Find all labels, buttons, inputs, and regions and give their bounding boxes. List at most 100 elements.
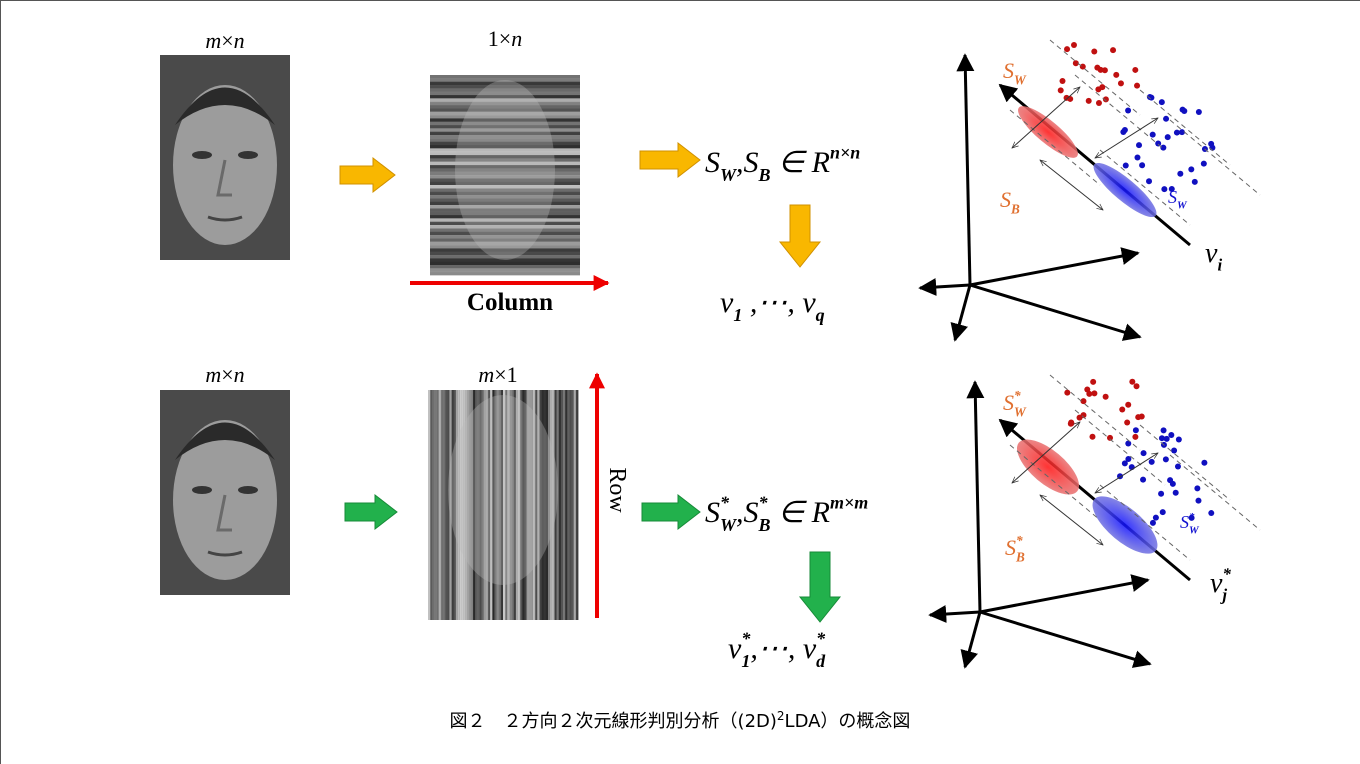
- math-text: S: [1180, 512, 1189, 532]
- red-point: [1068, 420, 1074, 426]
- blue-point: [1163, 456, 1169, 462]
- math-text: ∈ R: [771, 496, 830, 529]
- row-label: Row: [604, 467, 630, 513]
- flow-arrow: [800, 552, 840, 622]
- flow-arrow: [640, 143, 700, 177]
- math-sub: 1: [741, 651, 750, 671]
- blue-point: [1192, 179, 1198, 185]
- blue-point: [1133, 427, 1139, 433]
- blue-point: [1195, 498, 1201, 504]
- blue-point: [1161, 427, 1167, 433]
- plot-axis: [980, 580, 1148, 612]
- math-sub: B: [758, 515, 771, 535]
- stripe-face: [455, 80, 555, 260]
- math-text: ,S: [736, 146, 759, 179]
- math-sup: *: [1222, 564, 1231, 583]
- blue-point: [1188, 166, 1194, 172]
- blue-point: [1161, 186, 1167, 192]
- red-point: [1094, 65, 1100, 71]
- plot-axis: [955, 285, 970, 340]
- math-text: ,⋯, v: [750, 632, 817, 665]
- blue-point: [1125, 456, 1131, 462]
- blue-point: [1140, 477, 1146, 483]
- within-label: SW: [1003, 58, 1027, 88]
- blue-point: [1208, 510, 1214, 516]
- blue-point: [1160, 145, 1166, 151]
- flow-arrow: [345, 495, 397, 529]
- math-sub: W: [1014, 73, 1027, 88]
- math-sup: *: [759, 493, 769, 513]
- stripe-face: [448, 395, 558, 585]
- blue-point: [1125, 107, 1131, 113]
- blue-point: [1139, 162, 1145, 168]
- blue-point: [1136, 142, 1142, 148]
- math-sub: W: [1014, 405, 1027, 420]
- red-point: [1102, 67, 1108, 73]
- plot-axis: [920, 285, 970, 288]
- plot-axis: [930, 612, 980, 615]
- blue-point: [1176, 436, 1182, 442]
- plot-axis: [965, 55, 970, 285]
- blue-point: [1149, 459, 1155, 465]
- red-point: [1067, 96, 1073, 102]
- red-point: [1110, 47, 1116, 53]
- math-sup: *: [1014, 388, 1021, 403]
- scatter-formula: S*W,S*B ∈ Rm×m: [705, 493, 868, 536]
- math-sup: n×n: [830, 143, 860, 163]
- plot-axis: [970, 253, 1138, 285]
- blue-point: [1164, 436, 1170, 442]
- spread-arrow: [1040, 160, 1103, 210]
- vector-list: v*1,⋯, v*d: [728, 629, 826, 672]
- red-point: [1119, 407, 1125, 413]
- blue-point: [1177, 171, 1183, 177]
- red-point: [1084, 387, 1090, 393]
- blue-point: [1171, 447, 1177, 453]
- math-sub: B: [1010, 202, 1020, 217]
- blue-point: [1174, 130, 1180, 136]
- within-label: SW: [1168, 187, 1188, 211]
- math-sup: *: [1189, 511, 1195, 523]
- math-sup: m×m: [830, 493, 868, 513]
- blue-point: [1201, 460, 1207, 466]
- guide-line: [1075, 75, 1165, 150]
- red-point: [1086, 98, 1092, 104]
- red-point: [1064, 390, 1070, 396]
- red-point: [1099, 84, 1105, 90]
- stripe: [576, 390, 579, 620]
- face-eye: [192, 151, 212, 159]
- math-sup: *: [816, 629, 826, 649]
- blue-point: [1160, 509, 1166, 515]
- math-sub: B: [758, 165, 771, 185]
- red-point: [1132, 434, 1138, 440]
- figure: m×n1×nColumnSW,SB ∈ Rn×nv1 ,⋯, vqviSWSBS…: [0, 0, 1360, 764]
- between-label: SB: [1000, 187, 1020, 217]
- blue-point: [1194, 485, 1200, 491]
- plot-axis: [975, 382, 980, 612]
- blue-point: [1181, 108, 1187, 114]
- spread-arrow: [1095, 118, 1158, 158]
- math-text: ,⋯, v: [742, 286, 816, 319]
- blue-point: [1134, 154, 1140, 160]
- blue-point: [1150, 132, 1156, 138]
- face-eye: [238, 151, 258, 159]
- blue-point: [1167, 477, 1173, 483]
- red-point: [1134, 83, 1140, 89]
- blue-point: [1168, 432, 1174, 438]
- blue-point: [1158, 491, 1164, 497]
- blue-point: [1125, 440, 1131, 446]
- flow-arrow: [780, 205, 820, 267]
- blue-point: [1163, 116, 1169, 122]
- between-label: S*B: [1005, 533, 1025, 565]
- stripe: [430, 272, 580, 276]
- math-text: S: [1000, 187, 1011, 212]
- red-point: [1134, 383, 1140, 389]
- stripe: [430, 75, 580, 79]
- face-eye: [238, 486, 258, 494]
- drawing-layer: [160, 40, 1260, 667]
- math-text: S: [705, 496, 720, 529]
- math-text: S: [1005, 535, 1016, 560]
- math-text: S: [1003, 58, 1014, 83]
- guide-line: [1050, 375, 1140, 450]
- red-point: [1124, 419, 1130, 425]
- projection-size: m×1: [478, 362, 517, 387]
